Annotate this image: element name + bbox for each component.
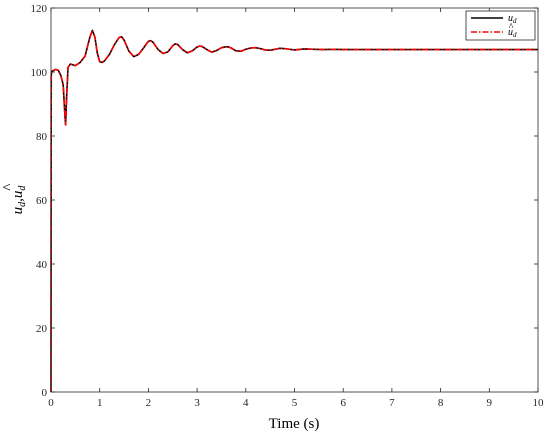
y-tick-label: 120 [31, 3, 48, 15]
legend: ud ud ^ [465, 10, 536, 41]
y-title-main-1: u [10, 207, 26, 215]
y-tick-label: 40 [36, 259, 48, 271]
legend-hat-mark: ^ [509, 22, 514, 33]
legend-box [465, 10, 536, 41]
series-layer [50, 29, 538, 393]
y-tick-label: 60 [36, 195, 48, 207]
y-tick-label: 100 [31, 67, 48, 79]
legend-label-ud-hat: ud [508, 27, 517, 39]
y-tick-label: 20 [36, 323, 48, 335]
x-tick-label: 1 [97, 397, 103, 409]
x-axis-title: Time (s) [269, 416, 320, 432]
svg-text:ud,ud: ud,ud [10, 185, 28, 215]
y-title-hat: ^ [1, 183, 17, 191]
x-tick-label: 8 [438, 397, 444, 409]
x-tick-label: 7 [389, 397, 395, 409]
x-tick-label: 5 [292, 397, 298, 409]
plot-background [51, 8, 538, 392]
series-line-ud-hat [50, 29, 538, 393]
x-tick-label: 0 [48, 397, 54, 409]
y-title-main-2: u [10, 191, 26, 199]
y-title-sub-2: d [17, 185, 28, 191]
legend-label-ud: ud [508, 13, 517, 25]
y-tick-label: 0 [42, 387, 48, 399]
y-title-sep: , [10, 198, 26, 202]
x-tick-label: 3 [194, 397, 200, 409]
y-title-sub-1: d [17, 201, 28, 207]
x-tick-label: 6 [340, 397, 346, 409]
x-tick-label: 10 [533, 397, 545, 409]
x-tick-label: 2 [146, 397, 152, 409]
x-tick-label: 4 [243, 397, 249, 409]
y-tick-label: 80 [36, 131, 48, 143]
x-tick-label: 9 [487, 397, 493, 409]
y-axis-title: ud,ud ^ [1, 183, 28, 214]
